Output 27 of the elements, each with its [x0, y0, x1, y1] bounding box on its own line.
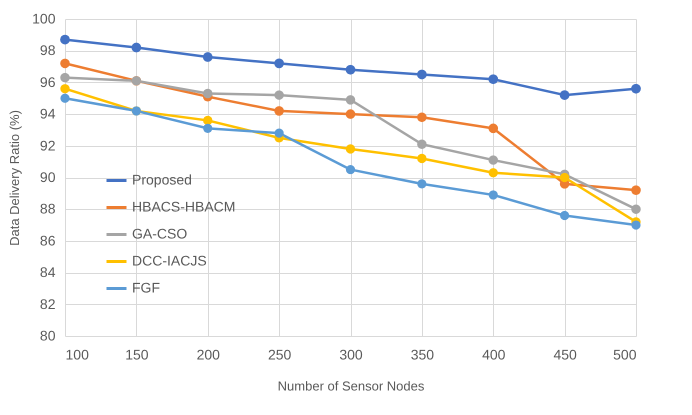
x-tick-label: 350 [410, 346, 434, 362]
x-tick-label: 100 [66, 346, 90, 362]
x-tick-label: 300 [339, 346, 363, 362]
legend-label: GA-CSO [132, 226, 188, 242]
legend-label: Proposed [132, 172, 192, 188]
x-tick-label: 400 [482, 346, 506, 362]
x-tick-label: 200 [196, 346, 220, 362]
y-tick-label: 86 [40, 232, 56, 248]
y-tick-label: 92 [40, 137, 56, 154]
x-axis-title: Number of Sensor Nodes [278, 378, 425, 394]
x-tick-label: 500 [613, 346, 637, 362]
y-tick-label: 82 [40, 296, 56, 312]
y-tick-label: 96 [40, 74, 56, 90]
x-tick-label: 150 [125, 346, 149, 362]
y-tick-label: 80 [40, 328, 56, 344]
y-tick-label: 90 [40, 169, 56, 185]
y-tick-label: 100 [32, 10, 56, 26]
y-tick-label: 88 [40, 200, 56, 217]
x-tick-label: 250 [268, 346, 292, 362]
legend-label: HBACS-HBACM [132, 198, 236, 214]
x-tick-label: 450 [553, 346, 578, 362]
y-tick-label: 94 [40, 106, 56, 122]
legend-label: FGF [132, 280, 160, 296]
y-tick-label: 84 [40, 264, 56, 280]
legend-label: DCC-IACJS [132, 252, 207, 268]
y-axis-title: Data Delivery Ratio (%) [7, 110, 22, 246]
y-tick-label: 98 [40, 42, 56, 58]
